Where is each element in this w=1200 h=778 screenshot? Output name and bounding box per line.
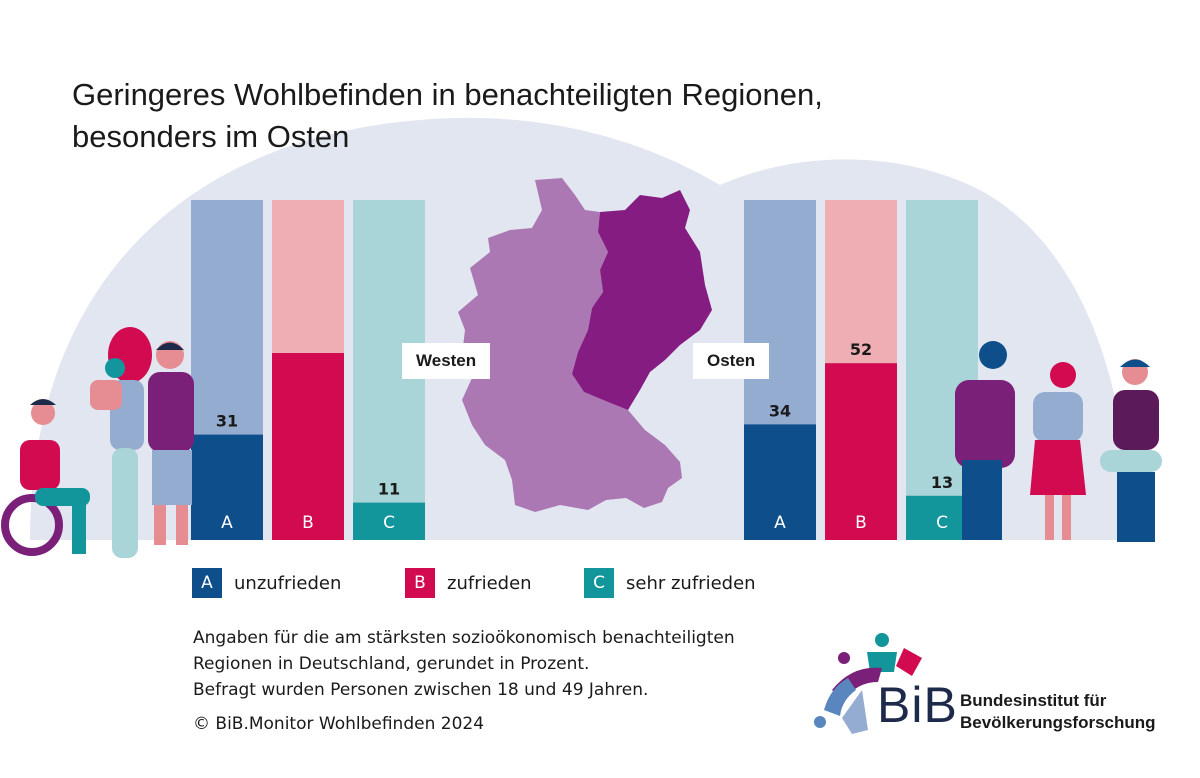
legend-key-b: B [405, 568, 435, 598]
bar-east-a [744, 424, 816, 540]
footnote-line-3: Befragt wurden Personen zwischen 18 und … [193, 680, 649, 700]
footnote-line-2: Regionen in Deutschland, gerundet in Pro… [193, 654, 590, 674]
category-label-west-b: B [302, 513, 314, 533]
data-label-east-c: 13 [931, 473, 953, 492]
legend-label-b: zufrieden [447, 572, 532, 594]
person-woman-child-icon [90, 327, 152, 558]
bar-west-b [272, 353, 344, 540]
legend-key-a: A [192, 568, 222, 598]
data-label-east-a: 34 [769, 401, 791, 420]
category-label-east-a: A [774, 513, 786, 533]
institute-name-line-1: Bundesinstitut für [960, 691, 1107, 710]
category-label-east-b: B [855, 513, 867, 533]
data-label-west-a: 31 [216, 412, 238, 431]
category-label-west-a: A [221, 513, 233, 533]
data-label-east-b: 52 [850, 340, 872, 359]
institute-name: Bundesinstitut für Bevölkerungsforschung [960, 690, 1156, 734]
data-label-west-c: 11 [378, 480, 400, 499]
logo-abbreviation: BiB [877, 677, 958, 733]
legend-item-a: A unzufrieden [192, 568, 341, 598]
legend-item-b: B zufrieden [405, 568, 532, 598]
person-skater-icon [1100, 359, 1162, 542]
footnote-line-1: Angaben für die am stärksten sozioökonom… [193, 628, 735, 648]
category-label-east-c: C [936, 513, 948, 533]
west-germany-map [458, 178, 682, 512]
legend-label-c: sehr zufrieden [626, 572, 756, 594]
east-germany-map [572, 190, 712, 410]
person-wheelchair-icon [1, 399, 90, 556]
legend-item-c: C sehr zufrieden [584, 568, 756, 598]
category-label-west-c: C [383, 513, 395, 533]
title-line-1: Geringeres Wohlbefinden in benachteiligt… [72, 77, 823, 112]
legend-key-c: C [584, 568, 614, 598]
title-line-2: besonders im Osten [72, 119, 350, 154]
chart-title: Geringeres Wohlbefinden in benachteiligt… [72, 74, 823, 158]
bar-east-b [825, 363, 897, 540]
bib-logo-icon [814, 633, 922, 734]
region-label-west: Westen [402, 343, 491, 379]
footnote: Angaben für die am stärksten sozioökonom… [193, 625, 735, 703]
legend-label-a: unzufrieden [234, 572, 342, 594]
bar-west-a [191, 434, 263, 540]
bar-west-c [353, 502, 425, 540]
person-woman-icon [1030, 362, 1086, 540]
copyright-text: © BiB.Monitor Wohlbefinden 2024 [193, 714, 485, 734]
region-label-east: Osten [693, 343, 770, 379]
person-man-icon [148, 341, 194, 545]
person-older-man-icon [955, 341, 1015, 540]
institute-name-line-2: Bevölkerungsforschung [960, 713, 1156, 732]
